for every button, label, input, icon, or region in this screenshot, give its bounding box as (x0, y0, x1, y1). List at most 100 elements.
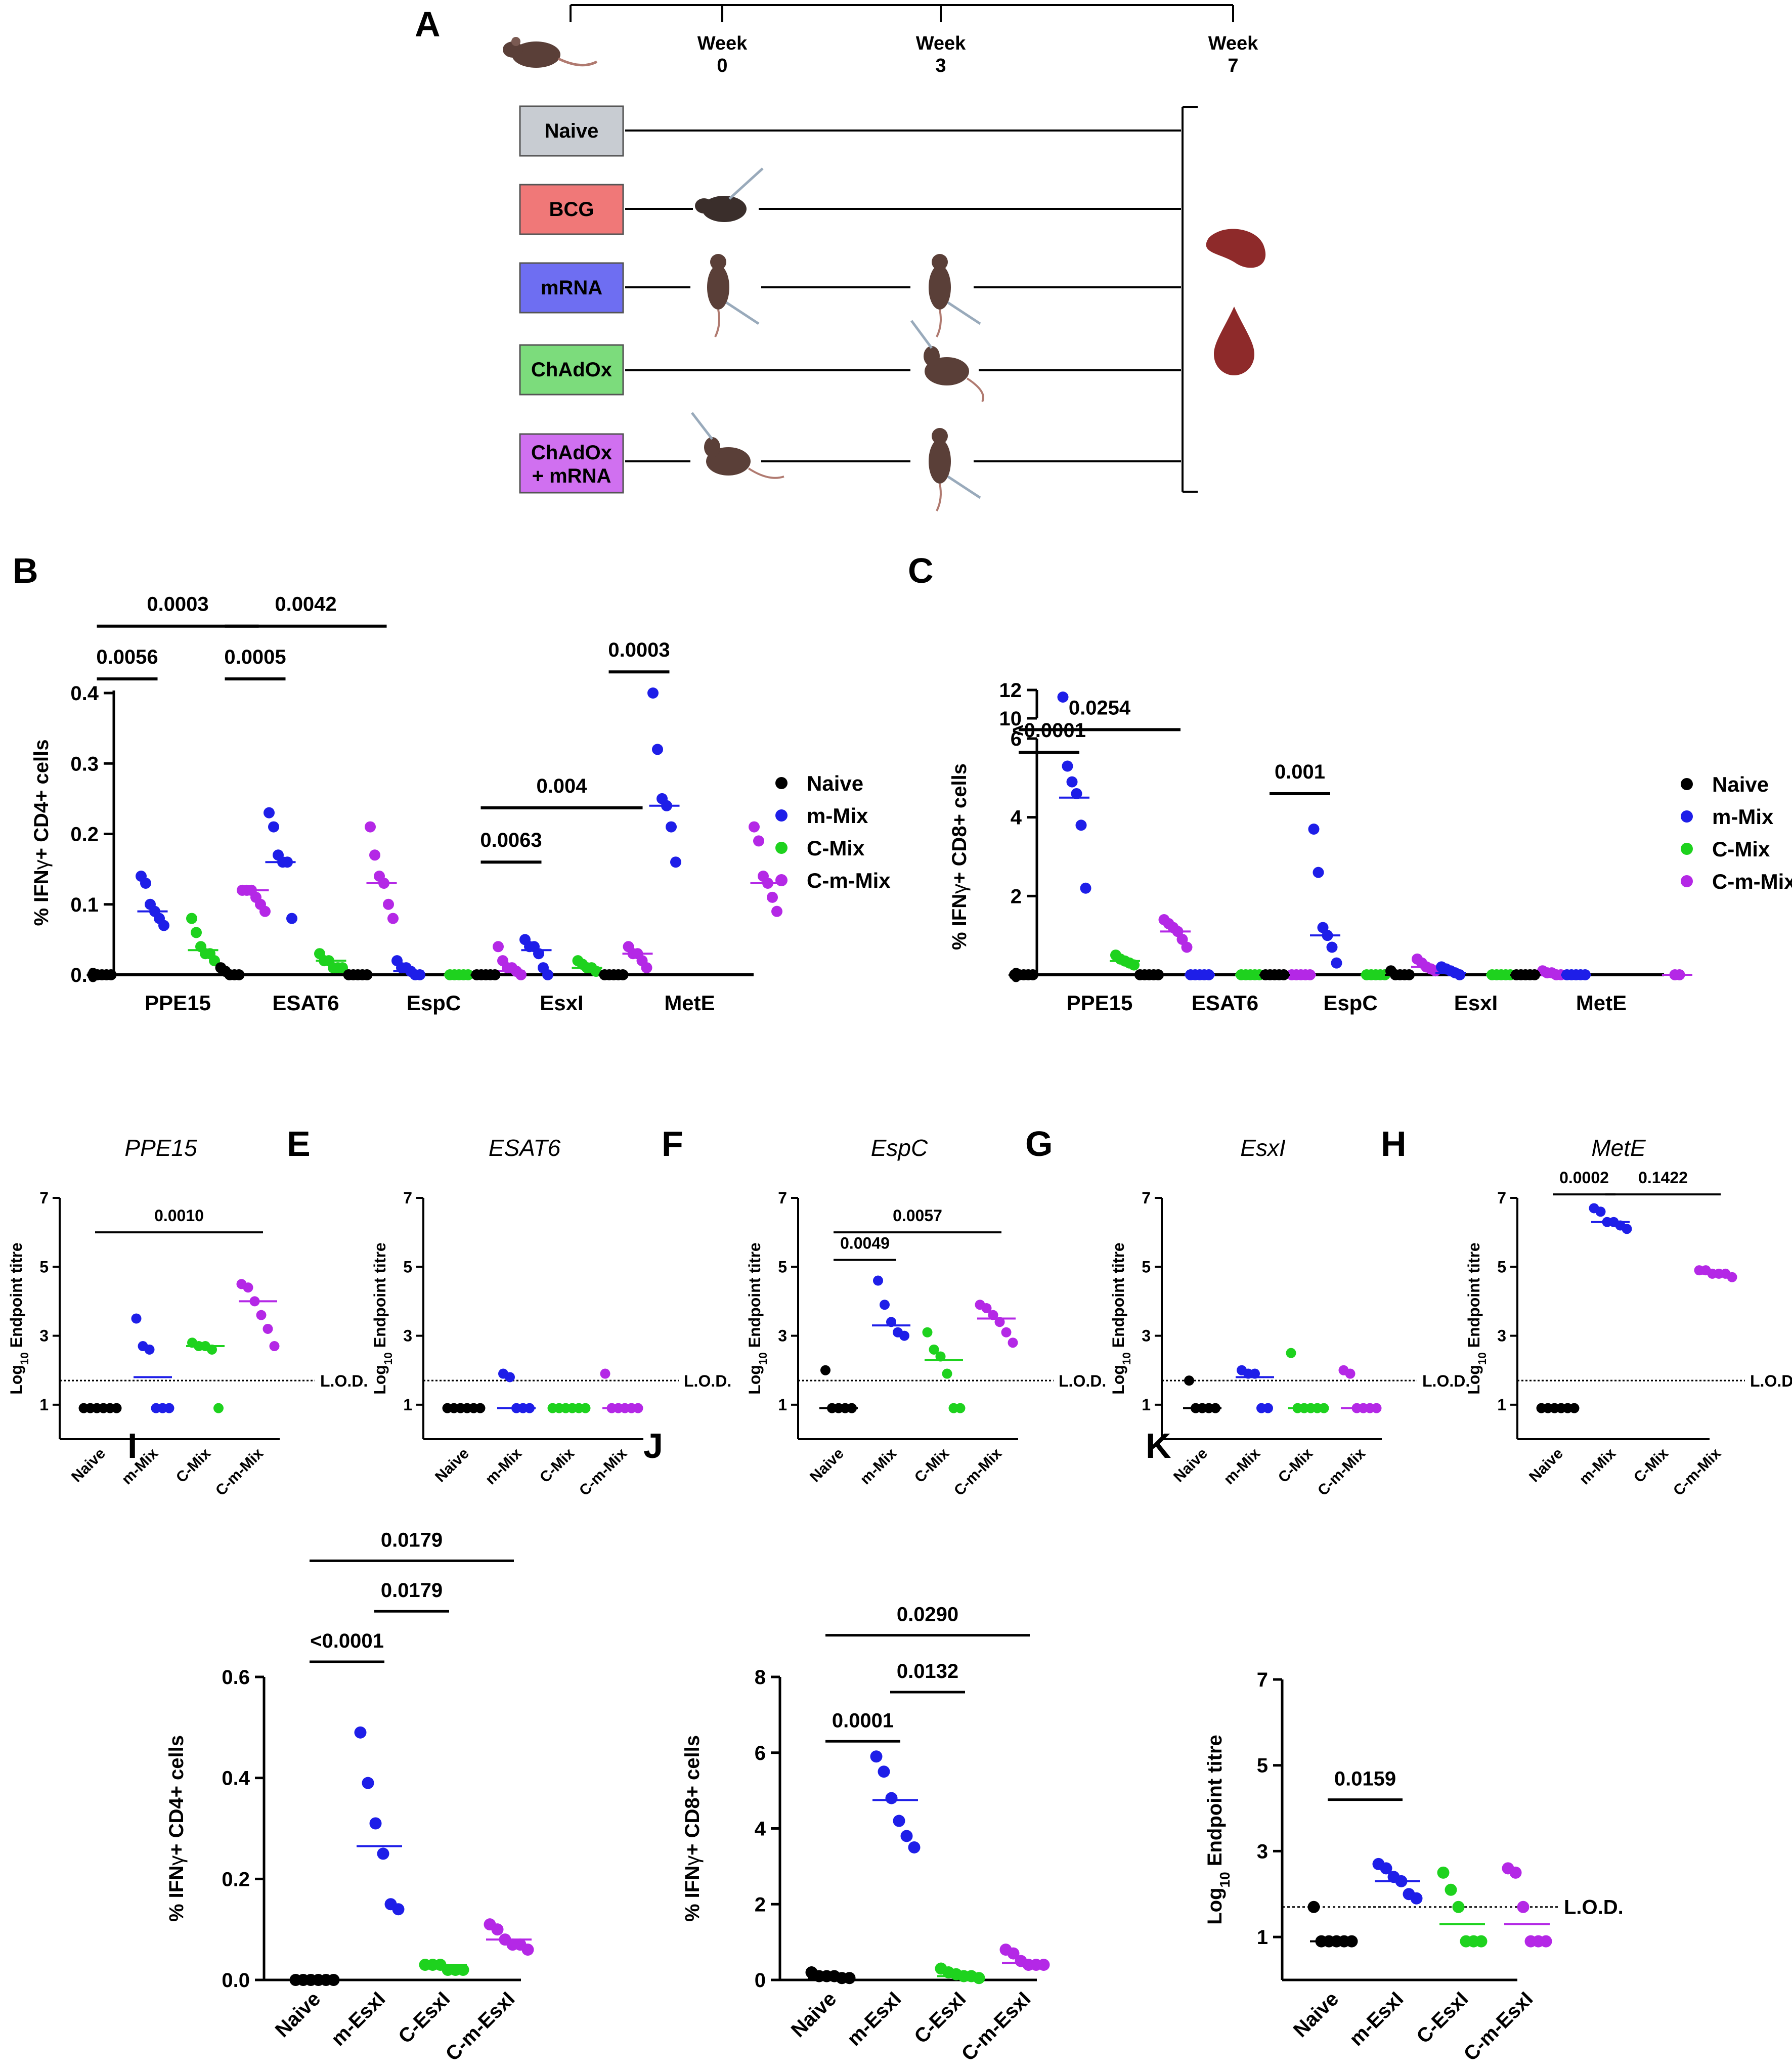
y-tick-label: 1 (1257, 1926, 1268, 1949)
x-tick-label: m-Mix (1220, 1445, 1263, 1488)
p-value-label: 0.0001 (832, 1709, 894, 1732)
y-tick-label: 8 (755, 1666, 766, 1689)
x-tick-label: Naive (432, 1445, 472, 1486)
legend-marker (1681, 875, 1693, 887)
legend-marker (1681, 843, 1693, 855)
x-tick-label: C-EsxI (394, 1988, 454, 2048)
panel-label: K (1146, 1426, 1171, 1465)
x-tick-label: m-Mix (1576, 1445, 1619, 1488)
series-3-point (767, 891, 778, 903)
x-tick-label: Naive (787, 1988, 841, 2042)
series-1-point (158, 920, 169, 931)
x-tick-label: C-Mix (1275, 1445, 1316, 1486)
x-tick-label: EspC (1323, 991, 1377, 1015)
series-3-point (1007, 1947, 1020, 1960)
series-3-point (600, 1368, 610, 1379)
x-tick-label: C-Mix (537, 1445, 578, 1486)
series-2-point (191, 927, 202, 938)
series-1-point (1595, 1206, 1606, 1217)
series-1-point (144, 1344, 155, 1355)
lod-label: L.O.D. (1422, 1372, 1470, 1390)
series-1-point (1263, 1403, 1273, 1413)
legend-label: C-m-Mix (807, 869, 891, 892)
y-tick-label: 5 (1142, 1258, 1151, 1276)
legend-label: m-Mix (1712, 805, 1774, 829)
legend-marker (775, 777, 788, 789)
p-value-label: 0.0003 (147, 593, 208, 616)
chart-title: EspC (871, 1135, 928, 1161)
y-axis-label: Log10 Endpoint titre (371, 1242, 395, 1394)
y-tick-label: 5 (1497, 1258, 1506, 1276)
series-3-point (269, 1341, 280, 1352)
y-tick-label: 3 (1142, 1327, 1151, 1345)
week-number-3: 3 (935, 55, 946, 76)
series-1-point (1066, 776, 1078, 788)
series-1-point (1454, 969, 1465, 980)
p-value-label: 0.0057 (893, 1206, 942, 1225)
p-value-label: 0.0056 (96, 646, 158, 668)
y-tick-label: 7 (1142, 1189, 1151, 1207)
series-2-point (457, 1964, 469, 1976)
y-tick-label: 7 (778, 1189, 787, 1207)
series-1-point (354, 1726, 367, 1739)
p-value-label: 0.0042 (275, 593, 336, 616)
y-axis-label: Log10 Endpoint titre (7, 1242, 31, 1394)
x-tick-label: C-Mix (173, 1445, 214, 1486)
chart-d-ppe15-titre: DPPE151357Log10 Endpoint titreL.O.D.Naiv… (7, 1135, 368, 1499)
y-tick-label: 7 (1257, 1669, 1268, 1691)
series-3-point (1345, 1368, 1356, 1379)
series-2-point (1286, 1348, 1296, 1358)
y-tick-label: 5 (39, 1258, 49, 1276)
x-tick-label: m-EsxI (327, 1988, 389, 2050)
series-1-point (652, 744, 663, 755)
series-1-point (670, 856, 681, 868)
legend-label: m-Mix (807, 804, 868, 828)
p-value-label: 0.001 (1275, 761, 1325, 783)
group-label-chadox: ChAdOx (531, 359, 612, 381)
series-3-point (1037, 1959, 1050, 1971)
x-tick-label: C-EsxI (1412, 1988, 1472, 2048)
blood-drop-icon (1214, 307, 1254, 375)
series-1-point (893, 1815, 905, 1827)
group-label-naive: Naive (545, 120, 599, 142)
series-3-point (263, 1323, 273, 1334)
legend-label: C-Mix (1712, 837, 1770, 861)
chart-title: ESAT6 (489, 1135, 561, 1161)
series-1-point (392, 1903, 405, 1916)
group-label-mrna: mRNA (541, 277, 602, 299)
lod-label: L.O.D. (1750, 1372, 1792, 1390)
series-2-point (1437, 1866, 1450, 1879)
y-tick-label: 6 (1011, 728, 1022, 750)
group-label-bcg: BCG (549, 198, 594, 221)
p-value-label: 0.004 (536, 775, 587, 797)
series-3-point (981, 1303, 992, 1314)
legend-b: Naive m-Mix C-Mix C-m-Mix (775, 771, 891, 892)
legend-label: Naive (1712, 772, 1769, 796)
series-1-point (899, 1330, 909, 1341)
series-3-point (1008, 1337, 1018, 1348)
y-tick-label: 0 (755, 1969, 766, 1992)
series-1-point (908, 1841, 921, 1853)
series-2-point (929, 1344, 939, 1355)
series-3-point (753, 835, 764, 847)
series-1-point (1057, 692, 1069, 703)
p-value-label: 0.0003 (608, 639, 670, 661)
series-1-point (1331, 957, 1342, 969)
series-1-point (164, 1403, 174, 1413)
chart-title: PPE15 (124, 1135, 197, 1161)
series-3-point (641, 962, 652, 974)
y-axis-label: Log10 Endpoint titre (746, 1242, 769, 1394)
y-tick-label: 1 (403, 1396, 412, 1414)
p-value-label: 0.0005 (224, 646, 286, 668)
series-3-point (749, 821, 760, 833)
series-1-point (1080, 882, 1091, 894)
series-3-point (771, 905, 782, 917)
y-tick-label: 5 (403, 1258, 412, 1276)
group-box-mrna (519, 262, 624, 314)
p-value-label: 0.0179 (381, 1579, 443, 1602)
series-2-point (186, 913, 197, 924)
